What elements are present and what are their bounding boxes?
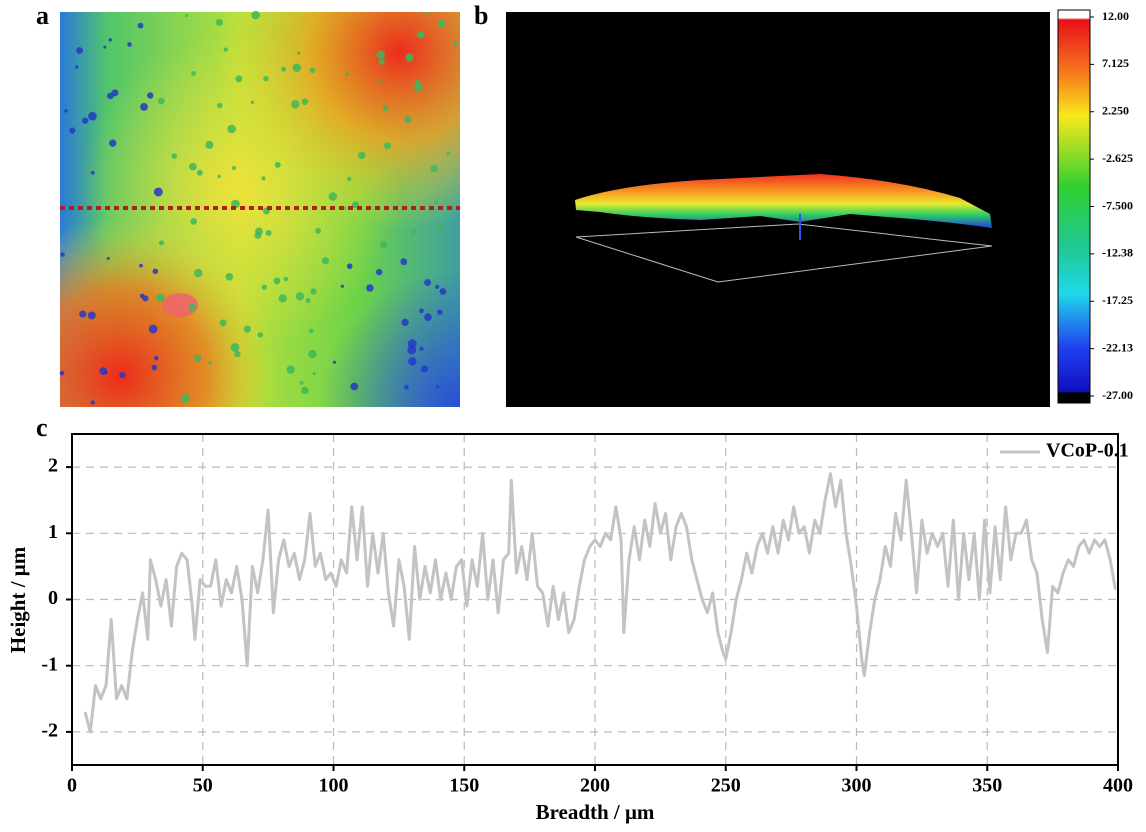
x-tick-label: 150: [449, 775, 479, 797]
y-tick-label: -2: [41, 719, 58, 741]
x-tick-label: 100: [319, 775, 349, 797]
colorbar-label: -22.13: [1102, 340, 1133, 354]
x-tick-label: 400: [1103, 775, 1133, 797]
surface-3d: [506, 12, 1050, 407]
panel-label: b: [474, 1, 488, 30]
y-tick-label: 2: [48, 455, 58, 477]
x-tick-label: 200: [580, 775, 610, 797]
x-tick-label: 350: [972, 775, 1002, 797]
x-tick-label: 250: [711, 775, 741, 797]
colorbar-label: -27.00: [1102, 388, 1133, 402]
colorbar-label: 7.125: [1102, 56, 1129, 70]
colorbar-label: -2.625: [1102, 151, 1133, 165]
x-tick-label: 300: [842, 775, 872, 797]
plot-frame: [71, 433, 1119, 766]
colorbar-label: 2.250: [1102, 104, 1129, 118]
y-axis-label: Height / μm: [6, 546, 30, 653]
y-tick-label: 0: [48, 587, 58, 609]
x-axis-label: Breadth / μm: [536, 800, 655, 824]
x-tick-label: 0: [67, 775, 77, 797]
x-tick-label: 50: [193, 775, 213, 797]
height-map: [59, 10, 460, 407]
legend-label: VCoP-0.1: [1046, 440, 1129, 462]
y-tick-label: -1: [41, 653, 58, 675]
colorbar-label: -12.38: [1102, 246, 1133, 260]
data-line: [83, 472, 1117, 734]
colorbar: [1057, 9, 1091, 404]
colorbar-label: -7.500: [1102, 198, 1133, 212]
colorbar-label: -17.25: [1102, 293, 1133, 307]
panel-label: a: [36, 1, 49, 30]
y-tick-label: 1: [48, 521, 58, 543]
panel-label: c: [36, 413, 48, 442]
colorbar-label: 12.00: [1102, 9, 1129, 23]
